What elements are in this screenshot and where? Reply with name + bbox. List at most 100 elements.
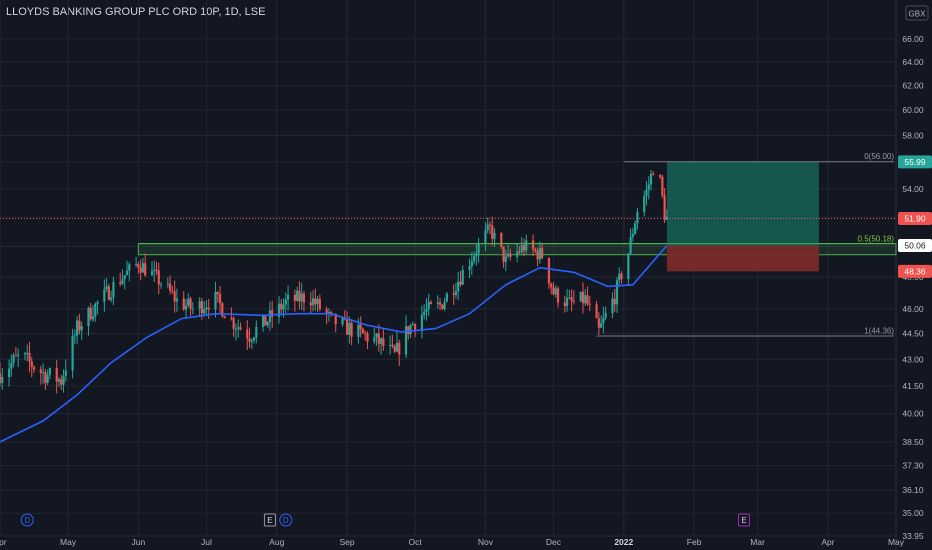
candle-body — [214, 291, 217, 310]
candle-body — [144, 263, 147, 276]
candle-body — [166, 283, 169, 285]
y-tick-label: 64.00 — [902, 57, 924, 67]
y-tick-label: 43.00 — [902, 354, 924, 364]
y-tick-label: 36.10 — [902, 485, 924, 495]
candle-body — [135, 263, 138, 265]
candle-body — [407, 326, 410, 335]
candle-body — [377, 333, 380, 344]
candle-body — [427, 301, 430, 310]
candle-body — [375, 333, 378, 338]
candle-body — [96, 301, 99, 304]
candle-body — [73, 335, 76, 337]
candle-body — [600, 323, 603, 328]
candle-body — [137, 263, 140, 268]
candle-body — [627, 253, 630, 280]
candle-body — [311, 298, 315, 306]
candle-body — [78, 320, 81, 331]
x-tick-label: May — [888, 537, 905, 547]
candle-body — [17, 354, 20, 356]
candle-body — [23, 353, 27, 355]
candle-body — [26, 352, 29, 354]
candle-body — [554, 288, 557, 295]
candle-body — [341, 318, 344, 325]
candle-body — [509, 253, 512, 257]
candle-body — [169, 283, 172, 291]
candle-body — [445, 293, 448, 302]
candle-body — [552, 287, 555, 295]
candle-body — [298, 290, 301, 302]
marker-shape — [738, 513, 751, 527]
y-tick-label: 33.95 — [902, 531, 924, 541]
candle-body — [207, 307, 210, 310]
candle-body — [411, 324, 414, 326]
price-axis[interactable]: 33.95 35.00 36.10 37.30 38.50 40.00 41.50 43.00… — [898, 34, 932, 541]
candle-body — [538, 248, 541, 260]
candle-body — [373, 337, 376, 342]
price-label: 51.90 — [904, 214, 926, 224]
symbol-title: LLOYDS BANKING GROUP PLC ORD 10P, 1D, LS… — [6, 6, 266, 18]
candle-body — [359, 324, 362, 329]
candle-body — [581, 291, 585, 304]
candle-body — [128, 264, 131, 271]
marker-label: E — [741, 516, 746, 525]
candle-body — [218, 294, 222, 304]
fib-label: 0.5(50.18) — [858, 234, 895, 243]
candle-body — [350, 323, 353, 337]
candle-body — [62, 376, 65, 385]
price-label-bg — [898, 264, 932, 278]
candle-body — [631, 234, 634, 238]
candle-body — [150, 271, 154, 276]
candle-body — [618, 273, 621, 281]
candle-body — [345, 318, 349, 335]
candle-body — [60, 379, 63, 385]
currency-badge[interactable]: GBX — [905, 5, 929, 21]
candle-body — [89, 307, 92, 320]
candle-body — [379, 338, 383, 344]
candle-body — [491, 225, 494, 239]
candle-body — [629, 237, 632, 254]
candle-body — [452, 293, 455, 296]
candle-body — [230, 318, 233, 320]
candle-body — [327, 312, 331, 314]
price-label-bg — [898, 155, 932, 169]
x-tick-label: Nov — [478, 537, 494, 547]
candle-body — [125, 270, 129, 276]
candle-body — [14, 355, 17, 357]
candle-body — [634, 223, 637, 235]
price-label-bg — [898, 239, 932, 253]
candle-body — [348, 323, 351, 335]
candles — [0, 170, 668, 394]
candle-body — [522, 244, 526, 251]
candle-body — [488, 224, 492, 226]
candle-body — [173, 291, 176, 302]
y-tick-label: 62.00 — [902, 81, 924, 91]
dividend-marker: D — [20, 513, 34, 527]
candle-body — [159, 284, 163, 286]
candle-body — [234, 328, 238, 330]
candle-body — [534, 249, 537, 251]
candle-body — [647, 184, 650, 190]
candle-body — [57, 379, 61, 382]
candle-body — [468, 266, 471, 270]
candle-body — [611, 298, 614, 314]
candle-body — [252, 337, 256, 341]
candle-body — [112, 282, 115, 298]
candle-body — [486, 224, 489, 231]
earnings-marker: E — [738, 513, 751, 527]
candle-body — [382, 338, 385, 346]
candle-body — [41, 372, 45, 374]
y-tick-label: 40.00 — [902, 408, 924, 418]
time-axis[interactable]: Apr May Jun Jul Aug Sep Oct Nov Dec 2022 Feb Mar Apr… — [0, 537, 905, 547]
candle-body — [602, 317, 605, 324]
candle-body — [203, 309, 206, 314]
profit-zone — [666, 161, 819, 246]
y-tick-label: 60.00 — [902, 105, 924, 115]
candle-body — [393, 346, 396, 352]
candle-body — [541, 248, 544, 259]
candle-body — [504, 256, 507, 262]
candle-body — [395, 342, 399, 352]
ma-line — [0, 245, 668, 443]
candle-body — [200, 301, 203, 314]
candle-body — [364, 333, 367, 335]
